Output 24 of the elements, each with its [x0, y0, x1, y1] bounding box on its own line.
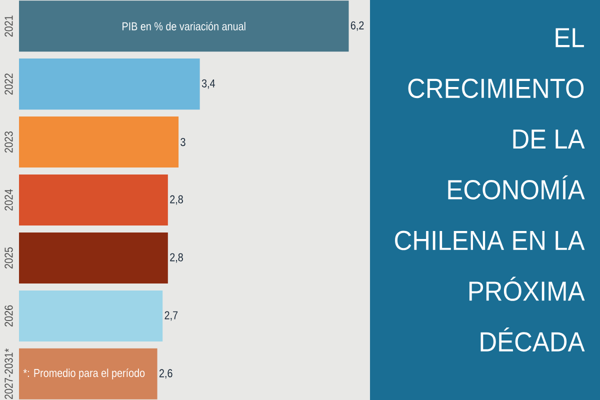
data-label: 3,4: [202, 79, 215, 89]
data-label: 2,8: [170, 195, 183, 205]
data-label: 2,7: [164, 311, 178, 321]
y-tick-label: 2023: [4, 131, 13, 153]
bar: [19, 348, 158, 400]
y-tick-label: 2025: [4, 247, 13, 268]
bar: [19, 116, 179, 168]
annotation: *: Promedio para el período: [23, 368, 145, 380]
y-tick-label: 2024: [4, 189, 13, 211]
y-tick-label: 2021: [4, 16, 13, 37]
text: PIB en % de variación anual: [122, 22, 246, 30]
bar: [19, 58, 200, 110]
data-label: 2,6: [159, 369, 172, 379]
data-label: 2,8: [170, 253, 183, 263]
y-tick-label: 2022: [4, 74, 13, 95]
bar: [19, 290, 163, 342]
data-label: 3: [180, 138, 186, 146]
bar: [19, 232, 168, 284]
text: EL CRECIMIENTO DE LA ECONOMÍA CHILENA EN LA PRÓXIMA DÉCADA: [395, 28, 585, 352]
bar: [19, 0, 349, 52]
y-tick-label: 2027-2031*: [4, 348, 13, 399]
bar: [19, 174, 168, 226]
y-tick-label: 2026: [4, 305, 13, 326]
data-label: 6,2: [350, 21, 364, 31]
